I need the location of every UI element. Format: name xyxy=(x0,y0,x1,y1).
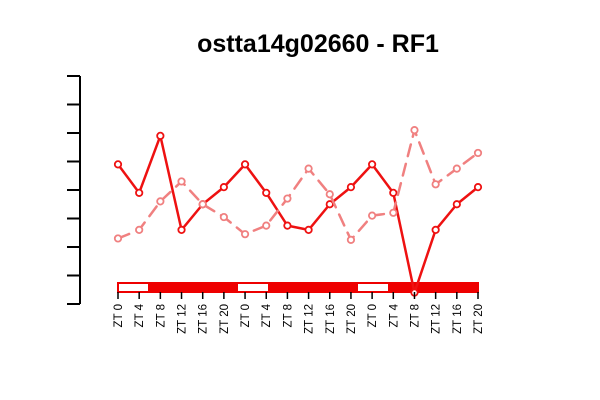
series-line-solid xyxy=(116,134,480,294)
bar-segment-dark xyxy=(328,283,359,292)
data-point-dashed xyxy=(431,180,440,189)
chart-title: ostta14g02660 - RF1 xyxy=(197,30,439,58)
x-tick-label: ZT 16 xyxy=(198,304,210,334)
data-point-solid xyxy=(262,188,271,197)
data-point-solid xyxy=(368,160,377,169)
data-point-dashed xyxy=(113,234,123,243)
x-tick-label: ZT 12 xyxy=(304,304,316,334)
x-tick-label: ZT 20 xyxy=(346,304,358,334)
x-tick-label: ZT 8 xyxy=(155,304,167,327)
bar-segment-dark xyxy=(418,283,449,292)
x-tick-label: ZT 4 xyxy=(388,303,400,327)
x-tick-label: ZT 12 xyxy=(177,304,189,334)
series-line-dashed xyxy=(116,128,480,242)
x-tick-label: ZT 12 xyxy=(431,304,443,334)
data-point-solid xyxy=(473,183,483,192)
data-point-dashed xyxy=(346,235,356,244)
data-point-dashed xyxy=(283,194,292,203)
data-point-dashed xyxy=(198,200,207,209)
x-tick-label: ZT 0 xyxy=(113,304,125,327)
light-dark-bar xyxy=(117,282,479,293)
data-point-dashed xyxy=(325,190,334,199)
x-tick-label: ZT 16 xyxy=(325,304,337,334)
x-tick-label: ZT 20 xyxy=(473,304,485,334)
bar-segment-dark xyxy=(298,283,329,292)
data-point-solid xyxy=(452,200,461,209)
data-point-solid xyxy=(219,183,228,192)
x-tick-label: ZT 0 xyxy=(367,304,379,327)
data-point-dashed xyxy=(177,177,186,186)
x-tick-labels: ZT 0 ZT 4 ZT 8 ZT 12 ZT 16 ZT 20 ZT 0 ZT 4 ZT 8 Z… xyxy=(113,292,485,334)
data-point-dashed xyxy=(304,164,313,173)
data-point-solid xyxy=(431,225,440,234)
data-point-solid xyxy=(240,160,250,169)
data-point-solid xyxy=(156,131,165,140)
x-tick-label: ZT 4 xyxy=(134,303,146,327)
data-point-solid xyxy=(113,160,123,169)
data-point-dashed xyxy=(473,148,483,158)
x-tick-label: ZT 8 xyxy=(282,304,294,327)
data-point-dashed xyxy=(368,211,377,220)
data-point-dashed xyxy=(452,164,461,173)
data-point-solid xyxy=(283,221,292,230)
data-point-dashed xyxy=(135,225,144,234)
data-point-solid xyxy=(304,225,313,234)
bar-segment-dark xyxy=(208,283,239,292)
bar-segment-dark xyxy=(448,283,479,292)
data-point-dashed xyxy=(240,230,250,239)
bar-segment-dark xyxy=(148,283,179,292)
data-point-solid xyxy=(325,200,334,209)
data-point-dashed xyxy=(389,208,398,217)
series-layer xyxy=(113,126,483,297)
data-point-dashed xyxy=(219,212,228,222)
x-tick-label: ZT 20 xyxy=(219,304,231,334)
bar-segment-dark xyxy=(178,283,209,292)
data-point-dashed xyxy=(410,126,419,135)
x-tick-label: ZT 8 xyxy=(409,304,421,327)
x-tick-label: ZT 0 xyxy=(240,304,252,327)
data-point-solid xyxy=(177,225,186,234)
bar-segment-light xyxy=(238,283,269,292)
data-point-dashed xyxy=(262,221,271,230)
bar-segment-dark xyxy=(268,283,299,292)
axis-layer xyxy=(67,75,81,305)
x-tick-label: ZT 16 xyxy=(452,304,464,334)
data-point-solid xyxy=(389,188,398,197)
bar-border xyxy=(117,282,479,293)
bar-segment-dark xyxy=(388,283,419,292)
bar-segment-light xyxy=(358,283,389,292)
data-point-solid xyxy=(135,188,144,197)
x-tick-label: ZT 4 xyxy=(261,303,273,327)
data-point-dashed xyxy=(156,197,165,206)
data-point-solid xyxy=(346,183,356,192)
bar-segment-light xyxy=(118,283,149,292)
